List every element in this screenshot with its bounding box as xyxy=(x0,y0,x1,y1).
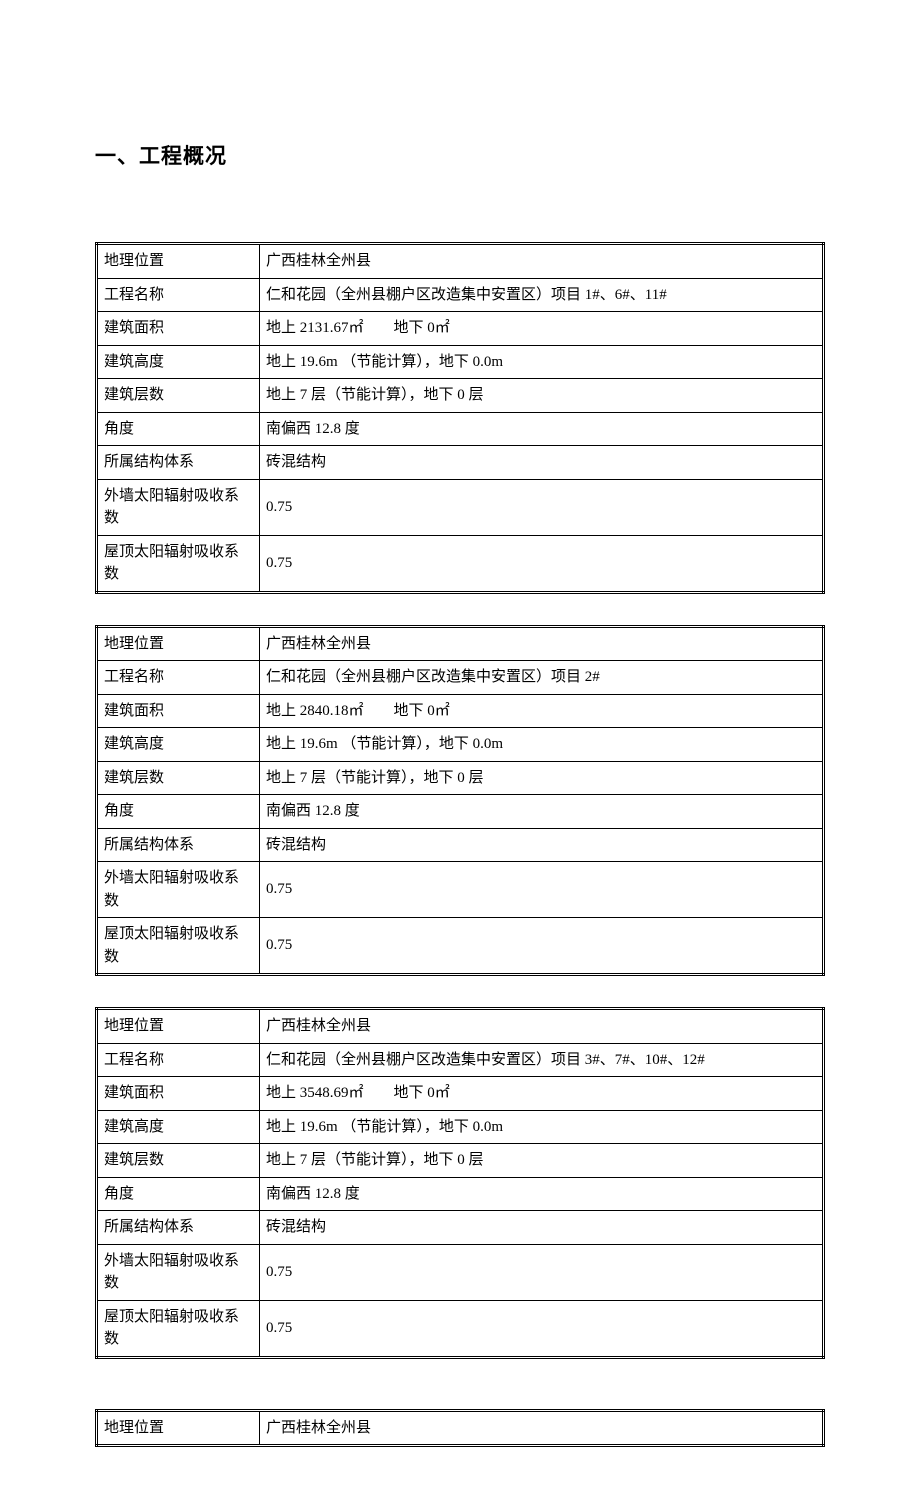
table-row: 地理位置广西桂林全州县 xyxy=(97,1009,824,1044)
cell-value: 砖混结构 xyxy=(260,446,824,480)
cell-label: 地理位置 xyxy=(97,626,260,661)
table-row: 建筑面积地上 3548.69㎡ 地下 0㎡ xyxy=(97,1077,824,1111)
table-row: 建筑面积地上 2131.67㎡ 地下 0㎡ xyxy=(97,312,824,346)
table-row: 外墙太阳辐射吸收系数0.75 xyxy=(97,1244,824,1300)
cell-label: 所属结构体系 xyxy=(97,828,260,862)
cell-label: 角度 xyxy=(97,795,260,829)
table-row: 建筑层数地上 7 层（节能计算），地下 0 层 xyxy=(97,1144,824,1178)
cell-value: 广西桂林全州县 xyxy=(260,1009,824,1044)
cell-label: 地理位置 xyxy=(97,1410,260,1446)
cell-value: 0.75 xyxy=(260,479,824,535)
table-row: 屋顶太阳辐射吸收系数0.75 xyxy=(97,535,824,592)
cell-label: 建筑层数 xyxy=(97,379,260,413)
cell-value: 砖混结构 xyxy=(260,828,824,862)
table-row: 建筑面积地上 2840.18㎡ 地下 0㎡ xyxy=(97,694,824,728)
cell-value: 0.75 xyxy=(260,918,824,975)
cell-value: 广西桂林全州县 xyxy=(260,626,824,661)
cell-value: 地上 19.6m （节能计算），地下 0.0m xyxy=(260,1110,824,1144)
cell-value: 0.75 xyxy=(260,535,824,592)
cell-value: 南偏西 12.8 度 xyxy=(260,1177,824,1211)
cell-label: 角度 xyxy=(97,412,260,446)
table-row: 所属结构体系砖混结构 xyxy=(97,446,824,480)
table-row: 角度南偏西 12.8 度 xyxy=(97,412,824,446)
cell-label: 地理位置 xyxy=(97,244,260,279)
table-row: 外墙太阳辐射吸收系数0.75 xyxy=(97,862,824,918)
table-row: 建筑高度地上 19.6m （节能计算），地下 0.0m xyxy=(97,1110,824,1144)
cell-label: 建筑层数 xyxy=(97,1144,260,1178)
cell-label: 外墙太阳辐射吸收系数 xyxy=(97,1244,260,1300)
table-row: 建筑高度地上 19.6m （节能计算），地下 0.0m xyxy=(97,345,824,379)
cell-label: 屋顶太阳辐射吸收系数 xyxy=(97,1300,260,1357)
cell-label: 屋顶太阳辐射吸收系数 xyxy=(97,918,260,975)
table-row: 地理位置广西桂林全州县 xyxy=(97,244,824,279)
cell-label: 建筑高度 xyxy=(97,728,260,762)
table-row: 建筑高度地上 19.6m （节能计算），地下 0.0m xyxy=(97,728,824,762)
cell-value: 地上 19.6m （节能计算），地下 0.0m xyxy=(260,345,824,379)
cell-label: 屋顶太阳辐射吸收系数 xyxy=(97,535,260,592)
cell-value: 地上 2840.18㎡ 地下 0㎡ xyxy=(260,694,824,728)
cell-label: 外墙太阳辐射吸收系数 xyxy=(97,862,260,918)
cell-label: 建筑面积 xyxy=(97,694,260,728)
cell-value: 0.75 xyxy=(260,1300,824,1357)
table-row: 建筑层数地上 7 层（节能计算），地下 0 层 xyxy=(97,761,824,795)
table-row: 建筑层数地上 7 层（节能计算），地下 0 层 xyxy=(97,379,824,413)
cell-value: 地上 7 层（节能计算），地下 0 层 xyxy=(260,1144,824,1178)
table-row: 地理位置广西桂林全州县 xyxy=(97,1410,824,1446)
cell-value: 地上 7 层（节能计算），地下 0 层 xyxy=(260,761,824,795)
cell-label: 所属结构体系 xyxy=(97,446,260,480)
cell-value: 南偏西 12.8 度 xyxy=(260,412,824,446)
table-row: 外墙太阳辐射吸收系数0.75 xyxy=(97,479,824,535)
cell-value: 0.75 xyxy=(260,862,824,918)
cell-value: 仁和花园（全州县棚户区改造集中安置区）项目 2# xyxy=(260,661,824,695)
cell-value: 地上 19.6m （节能计算），地下 0.0m xyxy=(260,728,824,762)
cell-value: 南偏西 12.8 度 xyxy=(260,795,824,829)
cell-label: 外墙太阳辐射吸收系数 xyxy=(97,479,260,535)
table-row: 工程名称仁和花园（全州县棚户区改造集中安置区）项目 1#、6#、11# xyxy=(97,278,824,312)
table-row: 工程名称仁和花园（全州县棚户区改造集中安置区）项目 2# xyxy=(97,661,824,695)
cell-value: 0.75 xyxy=(260,1244,824,1300)
cell-label: 角度 xyxy=(97,1177,260,1211)
cell-label: 建筑面积 xyxy=(97,312,260,346)
cell-label: 建筑层数 xyxy=(97,761,260,795)
cell-label: 工程名称 xyxy=(97,661,260,695)
cell-value: 地上 2131.67㎡ 地下 0㎡ xyxy=(260,312,824,346)
cell-label: 工程名称 xyxy=(97,1043,260,1077)
overview-table-2: 地理位置广西桂林全州县 工程名称仁和花园（全州县棚户区改造集中安置区）项目 2#… xyxy=(95,625,825,977)
table-row: 屋顶太阳辐射吸收系数0.75 xyxy=(97,1300,824,1357)
table-row: 所属结构体系砖混结构 xyxy=(97,828,824,862)
table-row: 角度南偏西 12.8 度 xyxy=(97,1177,824,1211)
section-title: 一、工程概况 xyxy=(95,140,825,170)
table-row: 角度南偏西 12.8 度 xyxy=(97,795,824,829)
cell-label: 工程名称 xyxy=(97,278,260,312)
cell-label: 地理位置 xyxy=(97,1009,260,1044)
table-row: 屋顶太阳辐射吸收系数0.75 xyxy=(97,918,824,975)
cell-value: 地上 7 层（节能计算），地下 0 层 xyxy=(260,379,824,413)
overview-table-3: 地理位置广西桂林全州县 工程名称仁和花园（全州县棚户区改造集中安置区）项目 3#… xyxy=(95,1007,825,1359)
cell-value: 仁和花园（全州县棚户区改造集中安置区）项目 3#、7#、10#、12# xyxy=(260,1043,824,1077)
cell-value: 仁和花园（全州县棚户区改造集中安置区）项目 1#、6#、11# xyxy=(260,278,824,312)
table-row: 工程名称仁和花园（全州县棚户区改造集中安置区）项目 3#、7#、10#、12# xyxy=(97,1043,824,1077)
overview-table-4: 地理位置广西桂林全州县 xyxy=(95,1409,825,1448)
cell-label: 建筑高度 xyxy=(97,345,260,379)
table-row: 所属结构体系砖混结构 xyxy=(97,1211,824,1245)
cell-label: 建筑面积 xyxy=(97,1077,260,1111)
cell-value: 砖混结构 xyxy=(260,1211,824,1245)
cell-value: 地上 3548.69㎡ 地下 0㎡ xyxy=(260,1077,824,1111)
table-row: 地理位置广西桂林全州县 xyxy=(97,626,824,661)
overview-table-1: 地理位置广西桂林全州县 工程名称仁和花园（全州县棚户区改造集中安置区）项目 1#… xyxy=(95,242,825,594)
cell-label: 建筑高度 xyxy=(97,1110,260,1144)
cell-value: 广西桂林全州县 xyxy=(260,1410,824,1446)
cell-value: 广西桂林全州县 xyxy=(260,244,824,279)
cell-label: 所属结构体系 xyxy=(97,1211,260,1245)
